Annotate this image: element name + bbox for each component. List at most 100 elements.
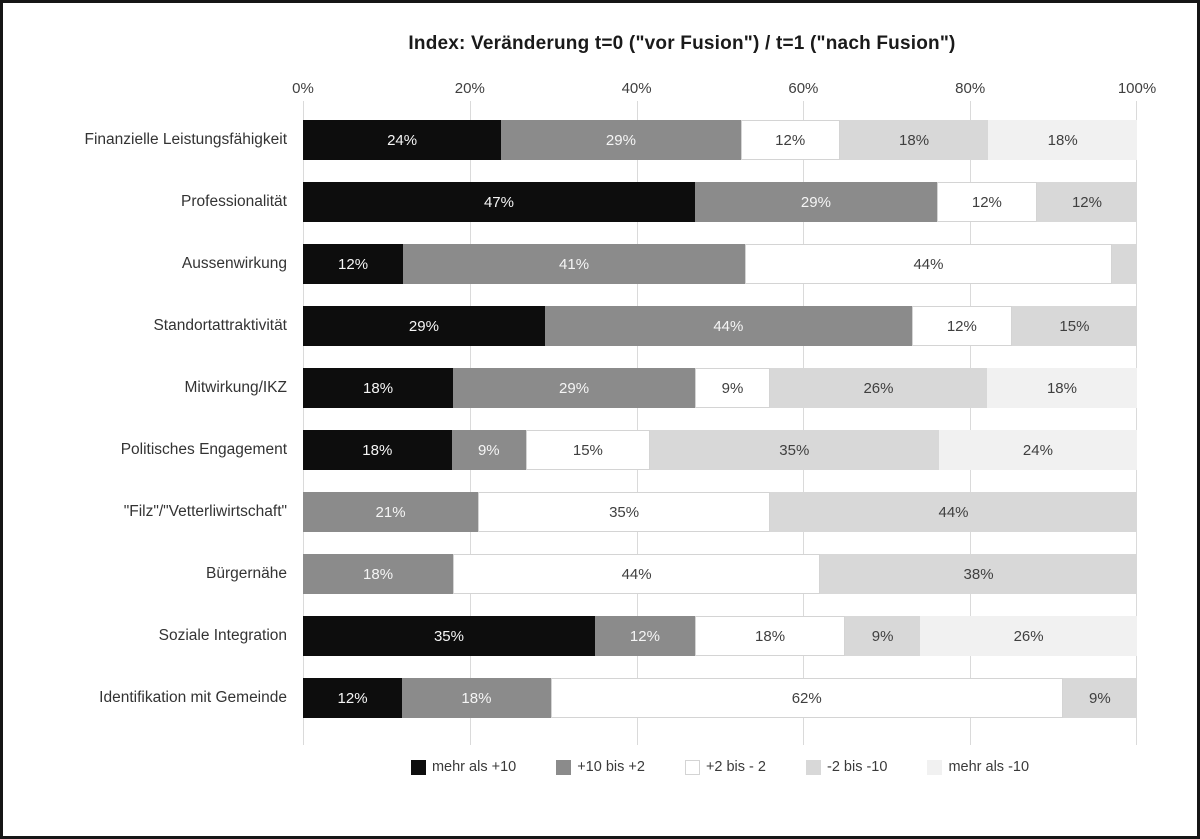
bar-segment: 29%: [303, 306, 545, 346]
bar-segment: 18%: [303, 554, 454, 594]
legend-item: +2 bis - 2: [684, 759, 766, 775]
bar-segment: [1111, 244, 1137, 284]
bar-segment: 24%: [303, 120, 502, 160]
gridline: [970, 101, 972, 745]
legend-swatch: [805, 759, 821, 775]
plot-area: Finanzielle Leistungsfähigkeit 24% 29% 12% 1…: [3, 101, 1197, 745]
category-label: Identifikation mit Gemeinde: [99, 689, 287, 706]
bar-segment: 12%: [1036, 182, 1137, 222]
gridlines: [303, 101, 1137, 745]
category-label: Politisches Engagement: [120, 441, 287, 458]
x-tick-label: 80%: [955, 80, 986, 97]
category-label: Bürgernähe: [205, 565, 287, 582]
category-row: Aussenwirkung 12% 41% 44%: [3, 233, 1197, 295]
category-label: "Filz"/"Vetterliwirtschaft": [123, 503, 287, 520]
bar-segment: 47%: [303, 182, 695, 222]
category-label: Soziale Integration: [158, 627, 287, 644]
x-axis-ticks: 0% 20% 40% 60% 80% 100%: [292, 61, 1156, 101]
category-label: Standortattraktivität: [153, 317, 287, 334]
x-tick-label: 100%: [1117, 80, 1157, 97]
category-row: Standortattraktivität 29% 44% 12% 15%: [3, 295, 1197, 357]
bar-track: 12% 18% 62% 9%: [303, 678, 1137, 718]
bar-segment: 15%: [1011, 306, 1137, 346]
bar-segment: 44%: [745, 244, 1112, 284]
bar-segment: 15%: [525, 430, 650, 470]
legend-label: mehr als -10: [948, 759, 1030, 775]
bar-segment: 26%: [770, 368, 987, 408]
gridline: [803, 101, 805, 745]
bar-segment: 12%: [594, 616, 695, 656]
legend-item: -2 bis -10: [805, 759, 888, 775]
bar-segment: 18%: [303, 430, 452, 470]
bar-segment: 9%: [845, 616, 921, 656]
bar-segment: 18%: [303, 368, 454, 408]
bar-segment: 29%: [694, 182, 937, 222]
bar-segment: 24%: [938, 430, 1137, 470]
bar-segment: 44%: [770, 492, 1137, 532]
chart-title: Index: Veränderung t=0 ("vor Fusion") / …: [408, 33, 956, 54]
bar-segment: 9%: [694, 368, 771, 408]
bar-segment: 12%: [740, 120, 840, 160]
bar-track: 47% 29% 12% 12%: [303, 182, 1137, 222]
bar-track: 12% 41% 44%: [303, 244, 1137, 284]
legend-label: mehr als +10: [431, 759, 517, 775]
category-row: Identifikation mit Gemeinde 12% 18% 62% 9%: [3, 667, 1197, 729]
gridline: [1136, 101, 1137, 745]
legend-item: +10 bis +2: [556, 759, 645, 775]
bar-segment: 18%: [402, 678, 551, 718]
legend-swatch: [927, 759, 943, 775]
category-label: Mitwirkung/IKZ: [184, 379, 288, 396]
bar-segment: 18%: [694, 616, 846, 656]
bar-segment: 12%: [303, 678, 403, 718]
bar-track: 21% 35% 44%: [303, 492, 1137, 532]
bar-segment: 9%: [451, 430, 526, 470]
gridline: [636, 101, 638, 745]
bar-track: 18% 44% 38%: [303, 554, 1137, 594]
x-tick-label: 20%: [454, 80, 485, 97]
bar-segment: 44%: [453, 554, 821, 594]
gridline: [469, 101, 471, 745]
category-row: "Filz"/"Vetterliwirtschaft" 21% 35% 44%: [3, 481, 1197, 543]
bar-segment: 29%: [453, 368, 695, 408]
category-row: Mitwirkung/IKZ 18% 29% 9% 26% 18%: [3, 357, 1197, 419]
legend-label: -2 bis -10: [826, 759, 888, 775]
x-axis: 0% 20% 40% 60% 80% 100%: [3, 61, 1197, 101]
bar-segment: 12%: [936, 182, 1037, 222]
bar-segment: 12%: [911, 306, 1012, 346]
x-tick-label: 60%: [788, 80, 819, 97]
bar-segment: 44%: [544, 306, 912, 346]
bar-track: 29% 44% 12% 15%: [303, 306, 1137, 346]
legend-swatch: [684, 759, 700, 775]
category-label: Aussenwirkung: [181, 255, 287, 272]
gridline: [303, 101, 304, 745]
bar-track: 24% 29% 12% 18% 18%: [303, 120, 1138, 160]
x-tick-label: 40%: [621, 80, 652, 97]
bar-segment: 26%: [920, 616, 1138, 656]
legend-swatch: [410, 759, 426, 775]
bar-track: 18% 29% 9% 26% 18%: [303, 368, 1138, 408]
bar-segment: 38%: [820, 554, 1137, 594]
bar-segment: 35%: [649, 430, 939, 470]
bar-segment: 18%: [839, 120, 989, 160]
category-row: Soziale Integration 35% 12% 18% 9% 26%: [3, 605, 1197, 667]
bar-rows: Finanzielle Leistungsfähigkeit 24% 29% 12% 1…: [3, 101, 1197, 729]
category-row: Bürgernähe 18% 44% 38%: [3, 543, 1197, 605]
bar-track: 35% 12% 18% 9% 26%: [303, 616, 1138, 656]
bar-track: 18% 9% 15% 35% 24%: [303, 430, 1137, 470]
x-tick-label: 0%: [292, 80, 314, 97]
bar-segment: 18%: [988, 120, 1138, 160]
bar-segment: 18%: [986, 368, 1138, 408]
bar-segment: 12%: [303, 244, 404, 284]
bar-segment: 35%: [303, 616, 595, 656]
bar-segment: 29%: [501, 120, 741, 160]
legend: mehr als +10 +10 bis +2 +2 bis - 2 -2 bis -…: [3, 759, 1197, 775]
legend-swatch: [556, 759, 572, 775]
bar-segment: 9%: [1062, 678, 1137, 718]
category-row: Finanzielle Leistungsfähigkeit 24% 29% 12% 1…: [3, 109, 1197, 171]
category-row: Professionalität 47% 29% 12% 12%: [3, 171, 1197, 233]
bar-segment: 21%: [303, 492, 479, 532]
category-label: Professionalität: [181, 193, 287, 210]
category-row: Politisches Engagement 18% 9% 15% 35% 24%: [3, 419, 1197, 481]
bar-segment: 41%: [403, 244, 746, 284]
